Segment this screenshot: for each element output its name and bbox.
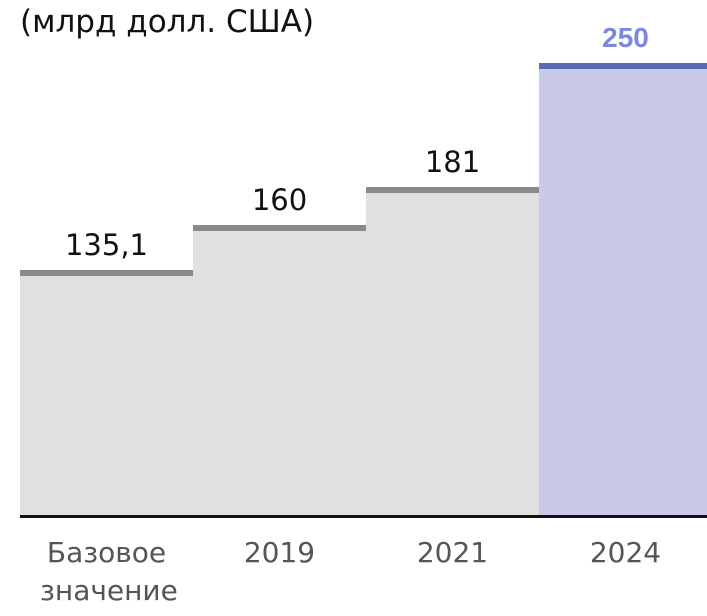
value-label: 250 <box>602 22 649 53</box>
value-label: 135,1 <box>64 227 149 262</box>
x-tick-label: 2019 <box>243 536 316 569</box>
x-tick-label: Базовое значение <box>40 536 178 607</box>
x-tick-label: 2021 <box>416 536 489 569</box>
bar <box>20 272 193 516</box>
value-label: 181 <box>424 145 481 180</box>
bar <box>366 190 539 516</box>
chart-title: (млрд долл. США) <box>20 4 315 40</box>
value-label: 160 <box>251 183 308 217</box>
bar <box>539 66 707 516</box>
bar-top <box>193 225 366 231</box>
x-tick-label: 2024 <box>589 536 662 569</box>
bar <box>193 228 366 516</box>
bar-top <box>539 63 707 69</box>
bar-top <box>366 187 539 194</box>
bar-top <box>20 269 193 276</box>
baseline <box>20 515 707 518</box>
